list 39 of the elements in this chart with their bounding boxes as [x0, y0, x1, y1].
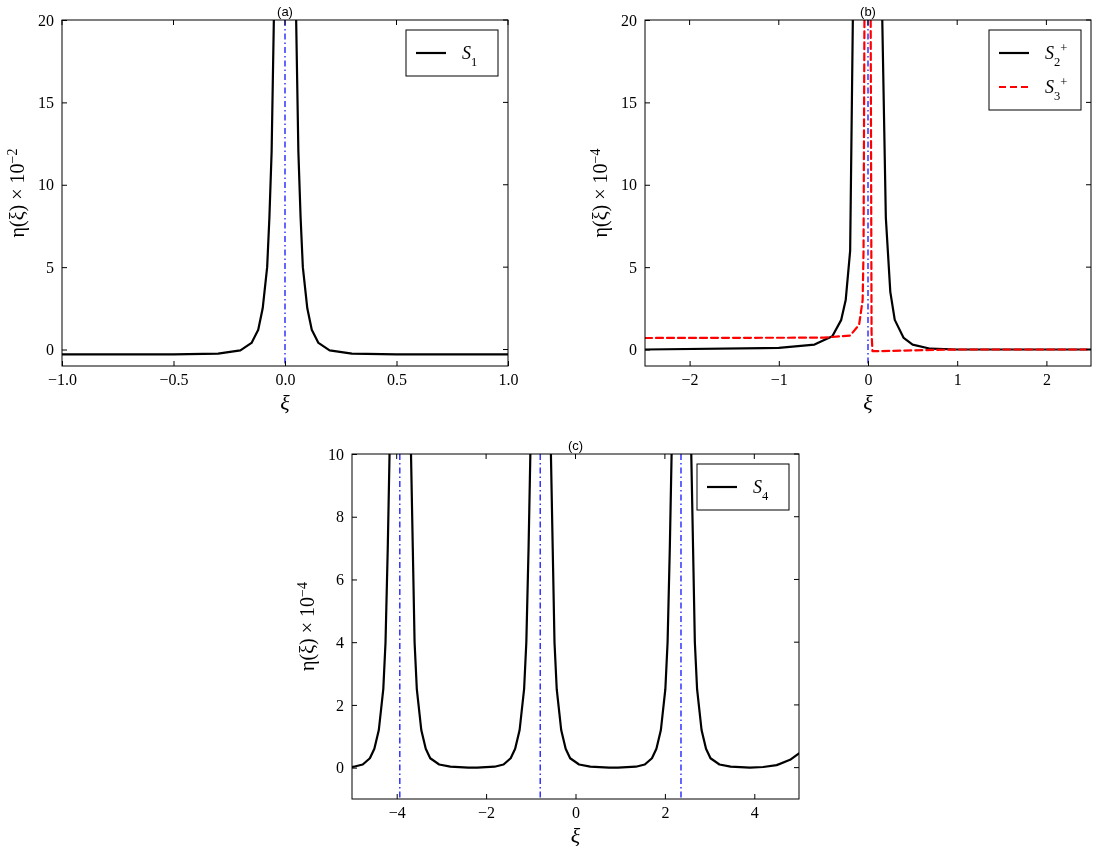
y-tick-label: 2 [336, 696, 344, 714]
y-tick-label: 4 [336, 633, 344, 651]
x-axis-title: ξ [280, 390, 291, 415]
x-tick-label: 4 [750, 804, 759, 822]
x-tick-label: −4 [388, 804, 406, 822]
legend-label: S$_{4}$ [753, 477, 769, 503]
x-axis-title: ξ [863, 390, 874, 415]
y-tick-label: 10 [328, 445, 344, 463]
x-tick-label: 0.5 [387, 371, 407, 389]
x-axis-title: ξ [570, 823, 581, 846]
chart-title: (c) [567, 438, 584, 453]
y-tick-label: 15 [621, 94, 637, 111]
chart-title: (b) [860, 4, 876, 19]
x-tick-label: 1.0 [498, 371, 519, 389]
x-tick-label: 2 [661, 804, 670, 822]
y-tick-label: 8 [336, 508, 344, 526]
x-tick-label: −0.5 [159, 371, 189, 389]
x-tick-label: 2 [1042, 371, 1051, 389]
y-tick-label: 5 [46, 258, 54, 276]
y-tick-label: 0 [629, 341, 637, 359]
y-tick-label: 0 [336, 759, 344, 777]
x-tick-label: −1.0 [47, 371, 78, 389]
x-tick-label: 0.0 [275, 371, 296, 389]
x-tick-label: −2 [681, 371, 699, 389]
x-tick-label: −2 [478, 804, 496, 822]
y-tick-label: 10 [38, 176, 54, 194]
y-tick-label: 0 [46, 341, 54, 359]
y-tick-label: 5 [629, 258, 637, 276]
x-tick-label: 1 [953, 371, 962, 389]
y-tick-label: 10 [621, 176, 637, 194]
y-tick-label: 6 [336, 571, 344, 589]
x-tick-label: 0 [572, 804, 580, 822]
legend-label: S$_{1}$ [462, 43, 478, 69]
x-tick-label: 0 [864, 371, 873, 389]
chart-title: (a) [277, 4, 293, 19]
y-tick-label: 15 [38, 94, 54, 111]
y-tick-label: 20 [621, 11, 637, 29]
x-tick-label: −1 [770, 371, 788, 389]
y-tick-label: 20 [38, 11, 54, 29]
